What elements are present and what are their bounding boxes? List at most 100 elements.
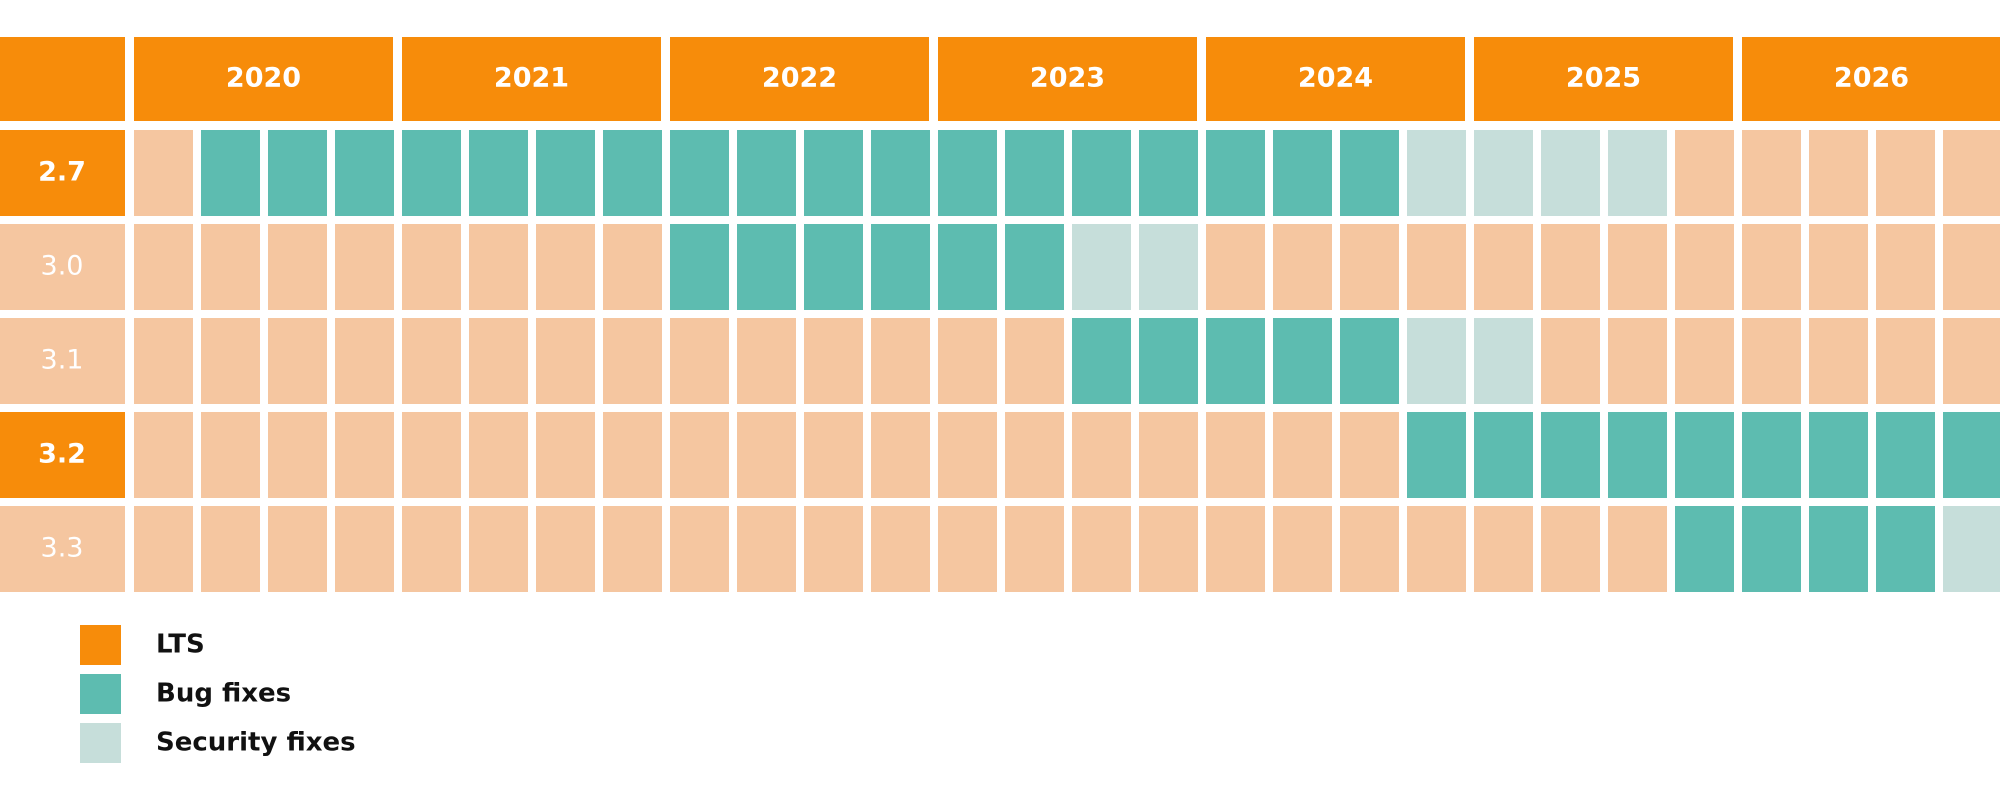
timeline-cell xyxy=(1139,506,1198,592)
year-label: 2021 xyxy=(494,63,569,94)
timeline-cell xyxy=(1541,224,1600,310)
timeline-cell xyxy=(1206,318,1265,404)
version-cell xyxy=(0,506,125,592)
timeline-cell xyxy=(1206,130,1265,216)
timeline-cell xyxy=(1809,412,1868,498)
timeline-cell xyxy=(1541,506,1600,592)
timeline-cell xyxy=(670,412,729,498)
timeline-cell xyxy=(1206,506,1265,592)
timeline-cell xyxy=(1340,318,1399,404)
timeline-cell xyxy=(1675,506,1734,592)
timeline-cell xyxy=(670,506,729,592)
timeline-cell xyxy=(469,318,528,404)
timeline-cell xyxy=(1876,130,1935,216)
timeline-cell xyxy=(1139,412,1198,498)
timeline-cell xyxy=(938,318,997,404)
timeline-cell xyxy=(1005,506,1064,592)
timeline-cell xyxy=(134,412,193,498)
timeline-cell xyxy=(469,412,528,498)
timeline-cell xyxy=(1943,130,2000,216)
timeline-cell xyxy=(134,506,193,592)
timeline-cell xyxy=(1608,506,1667,592)
timeline-cell xyxy=(134,130,193,216)
timeline-cell xyxy=(536,130,595,216)
timeline-cell xyxy=(469,224,528,310)
timeline-cell xyxy=(1675,224,1734,310)
timeline-cell xyxy=(201,224,260,310)
year-label: 2026 xyxy=(1834,63,1909,94)
timeline-cell xyxy=(1742,224,1801,310)
corner xyxy=(0,37,125,121)
timeline-cell xyxy=(1809,224,1868,310)
timeline-cell xyxy=(804,318,863,404)
legend-swatch xyxy=(80,723,121,763)
version-cell xyxy=(0,412,125,498)
timeline-cell xyxy=(1474,506,1533,592)
timeline-cell xyxy=(402,506,461,592)
timeline-cell xyxy=(1809,318,1868,404)
timeline-cell xyxy=(402,318,461,404)
timeline-cell xyxy=(1742,318,1801,404)
timeline-cell xyxy=(603,224,662,310)
legend-label: Bug fixes xyxy=(156,679,291,709)
year-header xyxy=(402,37,661,121)
timeline-cell xyxy=(536,506,595,592)
timeline-cell xyxy=(737,318,796,404)
timeline-cell xyxy=(938,130,997,216)
timeline-cell xyxy=(201,412,260,498)
legend-swatch xyxy=(80,625,121,665)
timeline-cell xyxy=(1608,318,1667,404)
timeline-cell xyxy=(804,412,863,498)
year-header xyxy=(1742,37,2000,121)
version-label: 3.2 xyxy=(38,439,86,470)
timeline-cell xyxy=(1005,318,1064,404)
timeline-cell xyxy=(1608,412,1667,498)
version-label: 2.7 xyxy=(38,157,86,188)
timeline-cell xyxy=(201,318,260,404)
timeline-cell xyxy=(1206,224,1265,310)
timeline-cell xyxy=(469,130,528,216)
year-header xyxy=(670,37,929,121)
year-label: 2024 xyxy=(1298,63,1373,94)
timeline-cell xyxy=(871,412,930,498)
timeline-cell xyxy=(670,224,729,310)
timeline-cell xyxy=(1340,224,1399,310)
timeline-cell xyxy=(1005,412,1064,498)
timeline-cell xyxy=(1273,224,1332,310)
timeline-cell xyxy=(536,412,595,498)
timeline-cell xyxy=(938,224,997,310)
timeline-cell xyxy=(603,318,662,404)
version-label: 3.0 xyxy=(41,251,84,282)
timeline-cell xyxy=(1273,130,1332,216)
timeline-cell xyxy=(1407,130,1466,216)
timeline-cell xyxy=(1206,412,1265,498)
year-label: 2020 xyxy=(226,63,301,94)
timeline-cell xyxy=(469,506,528,592)
timeline-cell xyxy=(670,318,729,404)
timeline-cell xyxy=(1273,506,1332,592)
timeline-cell xyxy=(603,506,662,592)
timeline-cell xyxy=(1943,506,2000,592)
year-label: 2023 xyxy=(1030,63,1105,94)
timeline-cell xyxy=(1608,130,1667,216)
timeline-cell xyxy=(737,412,796,498)
timeline-cell xyxy=(1943,318,2000,404)
timeline-cell xyxy=(670,130,729,216)
timeline-cell xyxy=(1541,130,1600,216)
timeline-cell xyxy=(1273,318,1332,404)
timeline-cell xyxy=(1675,318,1734,404)
timeline-cell xyxy=(268,130,327,216)
timeline-cell xyxy=(335,318,394,404)
year-header xyxy=(1206,37,1465,121)
timeline-cell xyxy=(1072,506,1131,592)
timeline-cell xyxy=(1876,224,1935,310)
timeline-cell xyxy=(871,224,930,310)
timeline-cell xyxy=(335,224,394,310)
timeline-cell xyxy=(134,224,193,310)
timeline-cell xyxy=(1340,506,1399,592)
timeline-cell xyxy=(1541,318,1600,404)
year-header xyxy=(134,37,393,121)
timeline-cell xyxy=(1139,318,1198,404)
timeline-cell xyxy=(871,506,930,592)
timeline-cell xyxy=(335,130,394,216)
